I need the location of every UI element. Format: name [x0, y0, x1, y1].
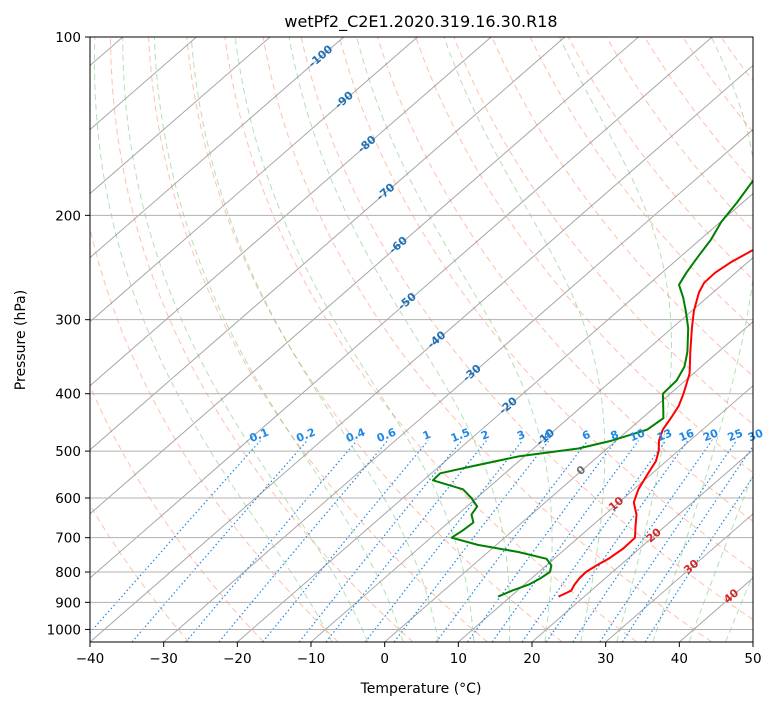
moist-adiabat-line	[190, 37, 439, 642]
mixing-ratio-line	[545, 440, 689, 642]
mixing-ratio-label: 20	[701, 426, 720, 444]
x-tick-label: 40	[671, 651, 688, 667]
mixing-ratio-line	[90, 440, 261, 634]
dewpoint-profile-line	[431, 178, 753, 598]
mixing-ratio-line	[621, 445, 753, 642]
mixing-ratio-line	[435, 440, 589, 642]
mixing-ratio-line	[644, 475, 753, 642]
y-tick-label: 500	[55, 444, 81, 460]
moist-adiabat-line	[443, 37, 606, 642]
moist-adiabat-line	[559, 37, 672, 642]
moist-adiabat-line	[688, 472, 753, 642]
isotherm-line	[163, 128, 753, 642]
isotherm-line	[458, 385, 753, 642]
dry-adiabat-line	[148, 37, 488, 642]
x-tick-label: 50	[744, 651, 761, 667]
mixing-ratio-line	[467, 440, 617, 642]
mixing-ratio-line	[491, 440, 640, 642]
y-tick-label: 800	[55, 565, 81, 581]
isotherm-line	[90, 37, 639, 515]
dry-adiabat-line	[491, 37, 753, 377]
mixing-ratio-line	[131, 440, 308, 642]
y-tick-label: 700	[55, 531, 81, 547]
moist-adiabat-line	[153, 37, 404, 642]
isotherm-line	[90, 37, 345, 259]
mixing-ratio-label: 30	[746, 426, 765, 444]
moist-adiabat-line	[122, 37, 369, 642]
mixing-ratio-label: 8	[609, 428, 621, 443]
isotherm-line	[90, 64, 753, 642]
mixing-ratio-line	[572, 440, 713, 642]
mixing-ratio-line	[599, 440, 737, 642]
isotherm-line	[310, 256, 753, 642]
isotherm-line	[90, 37, 492, 387]
x-tick-label: −10	[297, 651, 326, 667]
dry-adiabat-line	[90, 503, 190, 642]
mixing-ratio-label: 2	[479, 428, 491, 443]
isotherm-line	[531, 449, 753, 642]
y-tick-label: 200	[55, 208, 81, 224]
y-tick-label: 600	[55, 491, 81, 507]
dry-adiabat-line	[90, 226, 339, 642]
moist-adiabat-line	[725, 573, 753, 642]
mixing-ratio-line	[262, 440, 429, 642]
x-axis-label: Temperature (°C)	[360, 681, 482, 697]
temperature-profile-line	[558, 248, 753, 598]
mixing-ratio-line	[298, 440, 463, 642]
isotherm-line	[90, 37, 271, 195]
moist-adiabat-line	[234, 37, 475, 642]
moist-adiabat-line	[288, 37, 511, 642]
isotherm-line	[605, 513, 753, 642]
y-tick-label: 900	[55, 595, 81, 611]
mixing-ratio-label: 16	[677, 426, 696, 444]
dry-adiabat-line	[453, 37, 753, 425]
moist-adiabat-line	[93, 37, 333, 642]
mixing-ratio-label: 13	[655, 426, 674, 444]
chart-title: wetPf2_C2E1.2020.319.16.30.R18	[284, 12, 557, 32]
x-tick-label: −20	[223, 651, 252, 667]
mixing-ratio-line	[364, 440, 523, 642]
moist-adiabat-line	[356, 37, 553, 642]
dry-adiabat-line	[224, 37, 638, 642]
isotherm-line	[90, 37, 418, 323]
isotherm-line	[237, 192, 753, 642]
x-tick-label: 10	[450, 651, 467, 667]
mixing-ratio-label: 3	[515, 428, 527, 443]
y-tick-label: 400	[55, 387, 81, 403]
plot-area	[90, 37, 753, 642]
x-tick-label: −30	[149, 651, 178, 667]
mixing-ratio-label: 25	[726, 426, 745, 444]
y-tick-label: 100	[55, 30, 81, 46]
plot-frame	[89, 36, 754, 643]
y-axis-label: Pressure (hPa)	[13, 290, 29, 390]
mixing-ratio-label: 10	[628, 426, 647, 444]
x-tick-label: −40	[76, 651, 105, 667]
x-tick-label: 20	[523, 651, 540, 667]
mixing-ratio-label: 1	[421, 428, 433, 443]
isotherm-line	[90, 37, 566, 451]
y-tick-label: 1000	[47, 622, 81, 638]
x-tick-label: 30	[597, 651, 614, 667]
y-tick-label: 300	[55, 313, 81, 329]
isotherm-line	[90, 37, 713, 579]
chart-overlay: -100-90-80-70-60-50-40-30-20-10010203040…	[47, 30, 766, 667]
x-tick-label: 0	[380, 651, 389, 667]
isotherm-line	[384, 321, 753, 642]
dry-adiabat-line	[338, 37, 753, 571]
dry-adiabat-line	[300, 37, 753, 621]
dry-adiabat-line	[415, 37, 753, 474]
